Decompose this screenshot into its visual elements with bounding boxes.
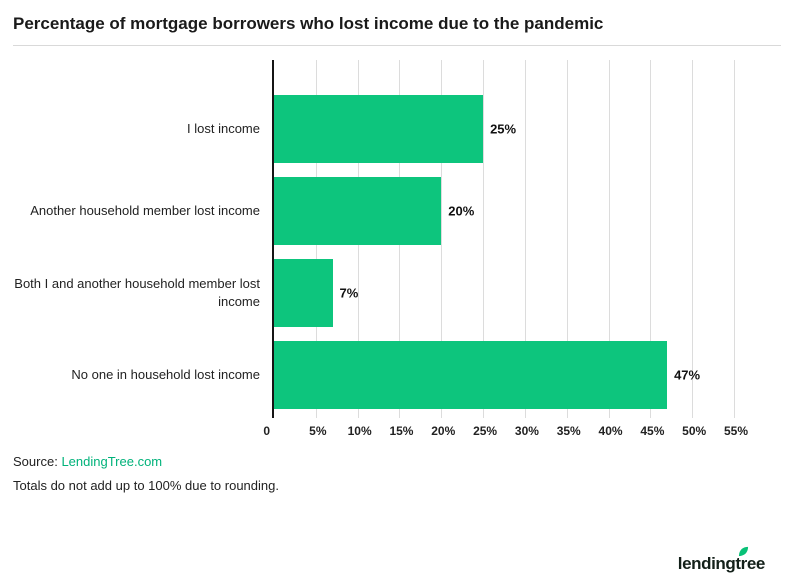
category-label: I lost income <box>187 121 260 137</box>
source-label: Source: <box>13 454 58 469</box>
x-axis-tick: 5% <box>309 424 327 438</box>
bar: 7% <box>274 259 358 327</box>
category-label: Another household member lost income <box>30 203 260 219</box>
chart-header: Percentage of mortgage borrowers who los… <box>0 0 795 46</box>
x-axis-tick: 10% <box>347 424 372 438</box>
gridline <box>566 60 568 418</box>
gridline <box>734 60 735 418</box>
bar-track: 25% <box>274 95 795 163</box>
value-label: 25% <box>490 121 517 137</box>
source-link[interactable]: LendingTree.com <box>61 454 163 469</box>
x-axis-tick: 50% <box>682 424 707 438</box>
gridline <box>524 60 526 418</box>
value-label: 7% <box>339 285 359 301</box>
chart-row: No one in household lost income 47% <box>0 334 795 416</box>
bar-track: 47% <box>274 341 795 409</box>
header-divider <box>13 45 781 46</box>
x-axis-tick: 35% <box>556 424 581 438</box>
chart-row: Both I and another household member lost… <box>0 252 795 334</box>
chart-footer: Source: LendingTree.com Totals do not ad… <box>13 454 795 493</box>
x-axis-tick: 20% <box>431 424 456 438</box>
value-label: 47% <box>674 367 701 383</box>
x-axis-tick: 30% <box>514 424 539 438</box>
x-axis-tick: 25% <box>473 424 498 438</box>
x-axis: 0 5% 10% 15% 20% 25% 30% 35% 40% 45% 50% 55% <box>263 416 795 442</box>
gridline <box>441 60 443 418</box>
leaf-icon <box>738 546 749 557</box>
bar-track: 20% <box>274 177 795 245</box>
chart-title: Percentage of mortgage borrowers who los… <box>13 14 604 33</box>
gridline <box>483 60 485 418</box>
category-label: Both I and another household member lost… <box>14 276 260 309</box>
value-label: 20% <box>448 203 475 219</box>
gridline <box>692 60 694 418</box>
gridline <box>650 60 652 418</box>
bar-track: 7% <box>274 259 795 327</box>
bar-chart: I lost income 25% Another household member… <box>0 60 795 438</box>
chart-row: I lost income 25% <box>0 88 795 170</box>
gridline <box>608 60 610 418</box>
lendingtree-logo: lendingtree <box>678 546 765 574</box>
x-axis-tick: 15% <box>389 424 414 438</box>
source-line: Source: LendingTree.com <box>13 454 795 471</box>
chart-row: Another household member lost income 20% <box>0 170 795 252</box>
x-axis-tick: 45% <box>640 424 665 438</box>
category-label: No one in household lost income <box>71 367 260 383</box>
logo-wordmark: lendingtree <box>677 554 766 573</box>
bar: 25% <box>274 95 516 163</box>
footnote: Totals do not add up to 100% due to roun… <box>13 477 279 493</box>
bar: 20% <box>274 177 474 245</box>
bar: 47% <box>274 341 700 409</box>
x-axis-tick: 55% <box>723 424 749 438</box>
chart-rows: I lost income 25% Another household member… <box>0 60 795 416</box>
y-axis-line <box>272 60 274 418</box>
x-axis-tick: 40% <box>598 424 623 438</box>
x-axis-tick: 0 <box>263 424 270 438</box>
